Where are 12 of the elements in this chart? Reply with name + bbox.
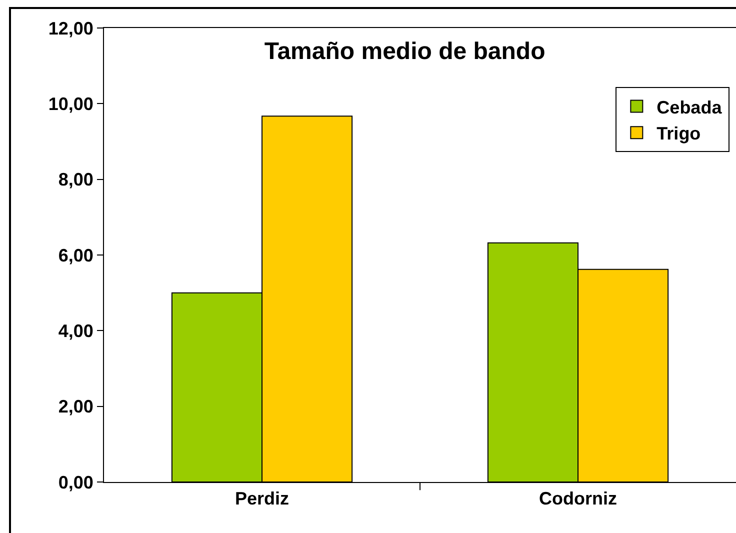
x-tick-label: Perdiz bbox=[234, 488, 290, 509]
chart-title: Tamaño medio de bando bbox=[264, 38, 546, 66]
legend-label: Trigo bbox=[656, 124, 701, 144]
y-tick-label: 4,00 bbox=[58, 320, 94, 341]
y-tick-label: 10,00 bbox=[48, 94, 94, 114]
y-tick-label: 12,00 bbox=[48, 18, 94, 38]
legend-label: Cebada bbox=[656, 97, 723, 118]
x-tick-label: Codorniz bbox=[539, 488, 617, 509]
y-tick-label: 8,00 bbox=[58, 170, 94, 190]
y-tick-label: 2,00 bbox=[58, 396, 94, 417]
y-tick-label: 6,00 bbox=[58, 245, 94, 266]
y-tick-label: 0,00 bbox=[58, 472, 94, 492]
